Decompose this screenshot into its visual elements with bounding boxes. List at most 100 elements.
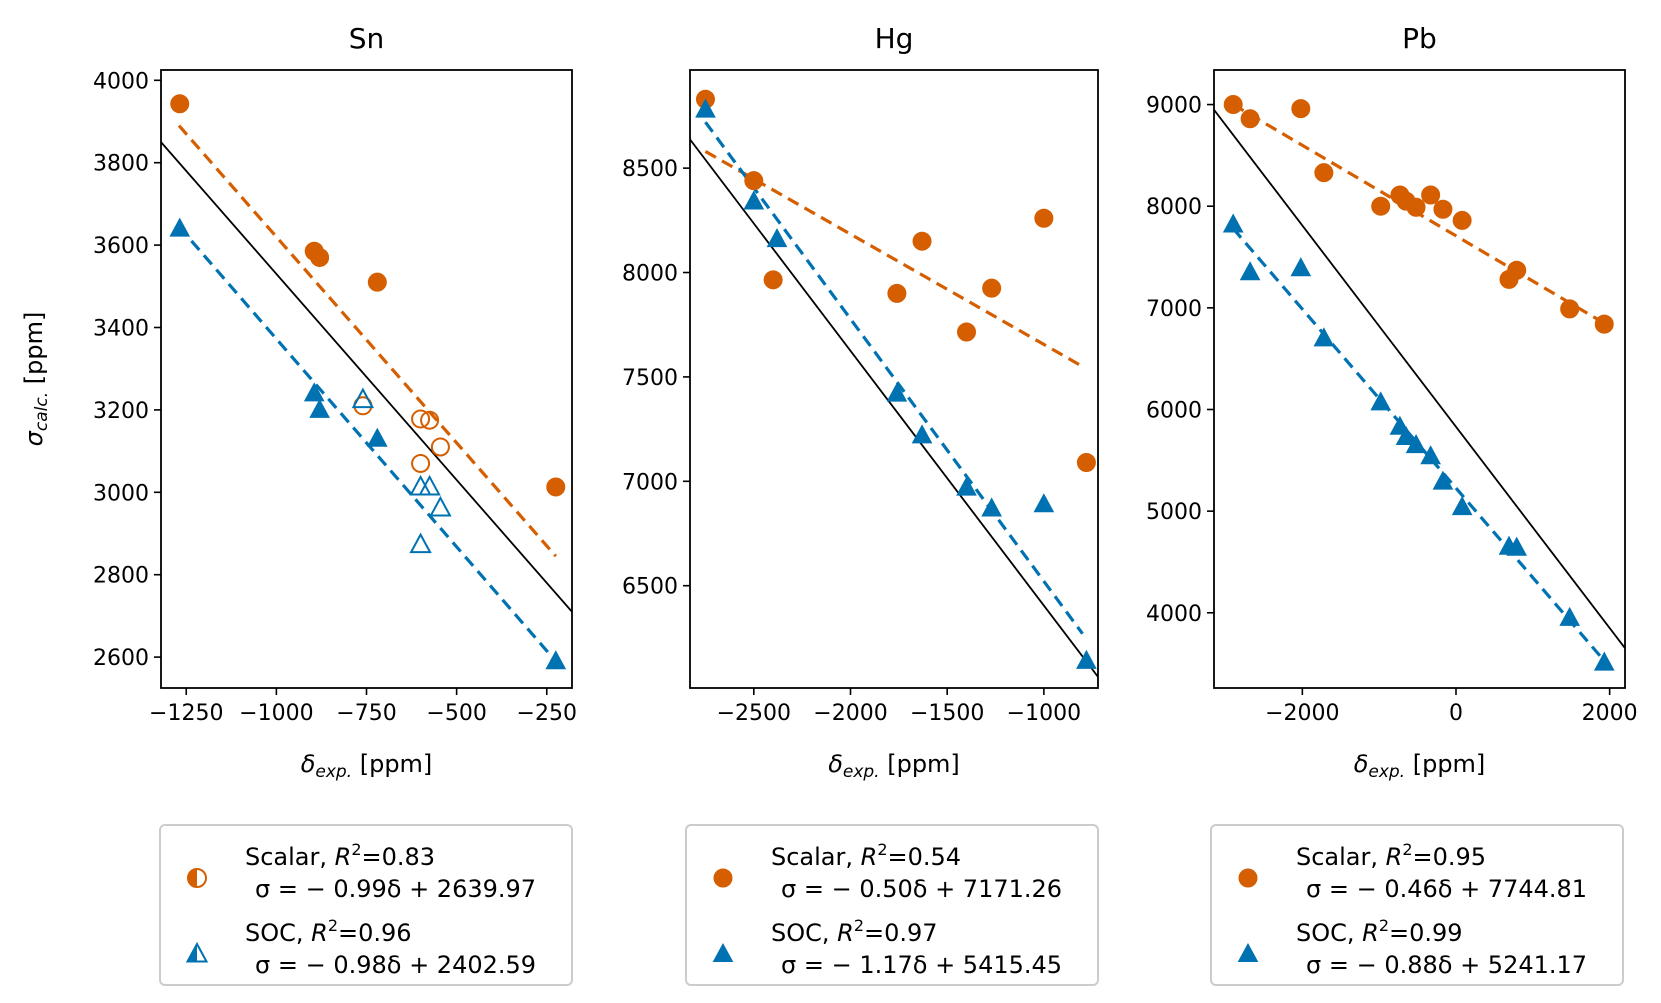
scalar-point <box>420 410 440 430</box>
y-tick-label: 2600 <box>93 646 149 671</box>
soc-point <box>1313 327 1335 347</box>
soc-point <box>409 532 432 554</box>
y-tick-label: 8000 <box>1146 195 1202 220</box>
scalar-point <box>957 322 977 342</box>
soc-point <box>1506 536 1528 556</box>
axes-frame <box>160 69 573 689</box>
y-tick-label: 8000 <box>622 262 678 287</box>
legend: Scalar, R2=0.54 σ = − 0.50δ + 7171.26 SOC,… <box>685 824 1099 986</box>
scalar-point <box>1291 99 1311 119</box>
soc-point <box>309 398 330 418</box>
scalar-point <box>1406 197 1426 217</box>
scalar-point <box>1076 453 1096 473</box>
scalar-point <box>763 270 783 290</box>
scalar-point <box>1240 109 1260 129</box>
x-tick-label: −1000 <box>239 701 313 726</box>
legend-equation-soc: σ = − 1.17δ + 5415.45 <box>781 951 1062 979</box>
scalar-point <box>982 278 1002 298</box>
soc-point <box>169 217 191 237</box>
panel-title: Sn <box>349 22 385 55</box>
soc-point <box>1239 261 1261 281</box>
soc-point <box>743 190 765 210</box>
soc-point <box>1559 606 1581 626</box>
x-tick-label: −1000 <box>1007 701 1081 726</box>
y-tick-label: 3200 <box>93 399 149 424</box>
axes-frame <box>689 69 1099 689</box>
legend-box <box>685 824 1099 986</box>
y-tick-label: 8500 <box>622 157 678 182</box>
y-tick-label: 9000 <box>1146 94 1202 119</box>
scalar-point <box>367 272 387 292</box>
soc-point <box>418 474 441 496</box>
scalar-point <box>1507 260 1527 280</box>
legend-marker-soc-fill <box>187 944 197 962</box>
legend-marker-scalar <box>1238 868 1258 888</box>
x-tick-label: −750 <box>336 701 396 726</box>
soc-point <box>911 424 933 444</box>
scalar-point <box>1314 163 1334 183</box>
y-tick-label: 4000 <box>1146 602 1202 627</box>
legend: Scalar, R2=0.95 σ = − 0.46δ + 7744.81 SOC,… <box>1210 824 1624 986</box>
scalar-point <box>411 409 431 429</box>
legend-marker-soc <box>1237 942 1259 962</box>
legend-marker-soc <box>712 942 734 962</box>
soc-point <box>766 228 788 248</box>
scalar-point <box>1034 208 1054 228</box>
soc-point <box>1370 391 1392 411</box>
legend-equation-scalar: σ = − 0.99δ + 2639.97 <box>255 875 536 903</box>
scalar-point <box>310 247 330 267</box>
x-tick-label: −1500 <box>910 701 984 726</box>
x-axis-label: δexp. [ppm] <box>301 750 433 782</box>
soc-point <box>1033 493 1055 513</box>
y-tick-label: 4000 <box>93 69 149 94</box>
legend-label-scalar: Scalar, R2=0.54 <box>771 840 961 871</box>
legend-equation-scalar: σ = − 0.46δ + 7744.81 <box>1306 875 1587 903</box>
scalar-point <box>170 94 190 114</box>
legend: Scalar, R2=0.83 σ = − 0.99δ + 2639.97 SOC,… <box>159 824 573 986</box>
x-axis-label: δexp. [ppm] <box>1354 750 1486 782</box>
soc-point <box>1395 425 1417 445</box>
scalar-fit-line <box>704 150 1084 368</box>
legend-equation-soc: σ = − 0.98δ + 2402.59 <box>255 951 536 979</box>
soc-point <box>1222 213 1244 233</box>
soc-point <box>303 382 325 402</box>
reference-line <box>1214 109 1625 649</box>
soc-point <box>1432 470 1454 490</box>
legend-label-soc: SOC, R2=0.99 <box>1296 916 1463 947</box>
soc-point <box>886 382 908 402</box>
legend-box <box>1210 824 1624 986</box>
soc-point <box>1451 496 1473 516</box>
x-tick-label: −1250 <box>149 701 223 726</box>
y-tick-label: 2800 <box>93 564 149 589</box>
soc-point <box>956 476 977 496</box>
scalar-point <box>411 453 431 473</box>
soc-fit-line <box>177 225 557 663</box>
plot-area <box>690 89 1098 678</box>
scalar-point <box>887 283 907 303</box>
soc-point <box>1076 649 1097 669</box>
x-tick-label: −2500 <box>717 701 791 726</box>
y-tick-label: 6500 <box>622 575 678 600</box>
axes-frame <box>1213 69 1626 689</box>
y-tick-label: 7500 <box>622 366 678 391</box>
legend-marker-scalar <box>713 868 733 888</box>
x-tick-label: 0 <box>1449 701 1463 726</box>
soc-point <box>1420 445 1441 465</box>
legend-label-soc: SOC, R2=0.96 <box>245 916 412 947</box>
scalar-point <box>1560 299 1580 319</box>
soc-point <box>1405 434 1427 454</box>
soc-point <box>1593 651 1615 671</box>
legend-label-scalar: Scalar, R2=0.83 <box>245 840 435 871</box>
soc-point <box>545 650 567 670</box>
legend-label-scalar: Scalar, R2=0.95 <box>1296 840 1486 871</box>
y-axis-label: σcalc. [ppm] <box>20 312 52 447</box>
reference-line <box>690 138 1098 678</box>
plot-area <box>1214 95 1625 671</box>
scalar-point <box>1223 95 1243 115</box>
soc-point <box>695 98 716 118</box>
plot-area <box>161 94 572 670</box>
panel-title: Hg <box>875 22 914 55</box>
scalar-point <box>912 231 932 251</box>
soc-point <box>429 495 452 517</box>
